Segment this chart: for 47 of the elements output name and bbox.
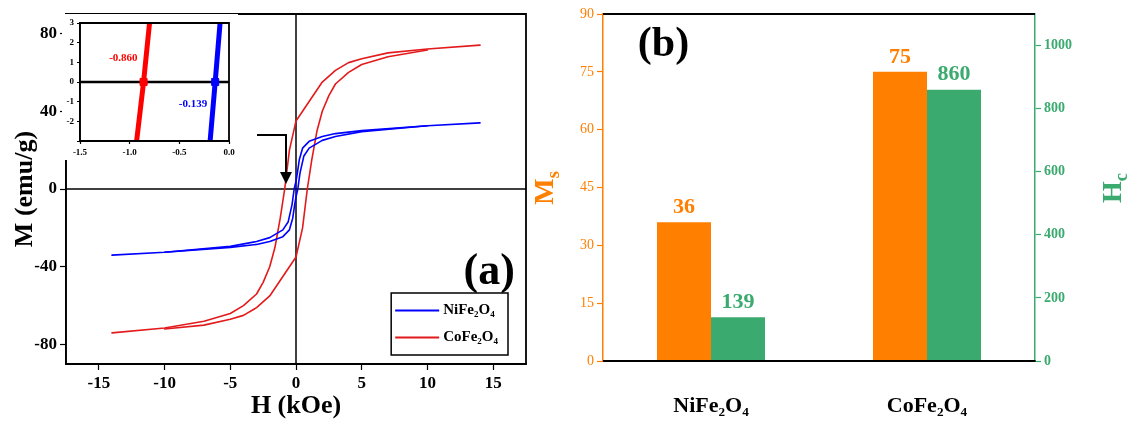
y2-tick-label: 200 (1044, 289, 1065, 305)
annotation: (a) (463, 245, 515, 295)
legend-label: NiFe₂O₄ (443, 301, 496, 318)
annotation: -0.860 (109, 50, 139, 63)
y-tick-label: 15 (580, 294, 594, 310)
legend-label: CoFe₂O₄ (443, 328, 499, 345)
y-tick-label: 90 (580, 5, 594, 21)
x-tick-label: -1.5 (72, 146, 88, 157)
y-tick-label: 40 (40, 100, 57, 120)
annotation: -0.139 (178, 96, 208, 109)
x-axis-title: H (kOe) (250, 390, 342, 420)
x-tick-label: 0 (291, 372, 301, 392)
y-tick-label: 60 (580, 121, 594, 137)
x-tick-label: 15 (484, 372, 502, 392)
x-tick-label: -1.0 (122, 146, 138, 157)
x-tick-label: -0.5 (172, 146, 187, 157)
y-tick-label: 0 (69, 76, 75, 87)
x-tick-label: 5 (357, 372, 366, 392)
data-label: 36 (673, 192, 695, 218)
x-tick-label: -5 (223, 372, 238, 392)
data-label: 139 (721, 287, 755, 313)
y-tick-label: -80 (34, 333, 57, 353)
y-tick-label: 30 (580, 237, 594, 253)
y-tick-label: -1 (66, 95, 75, 106)
x-tick-label: 10 (418, 372, 436, 392)
x-tick-label: 0.0 (223, 146, 236, 157)
y-axis-title: M (emu/g) (9, 130, 38, 248)
y-tick-label: 3 (69, 17, 75, 28)
y2-tick-label: 800 (1044, 100, 1065, 116)
y-tick-label: 0 (587, 352, 594, 368)
annotation: (b) (637, 19, 690, 67)
y2-tick-label: 400 (1044, 226, 1065, 242)
x-tick-label: -10 (153, 372, 176, 392)
y-tick-label: 2 (69, 36, 75, 47)
y2-tick-label: 1000 (1044, 37, 1072, 53)
y-tick-label: -40 (34, 256, 57, 276)
y-tick-label: 45 (580, 179, 594, 195)
y-tick-label: 80 (40, 22, 57, 42)
y-tick-label: -2 (66, 115, 75, 126)
y2-tick-label: 0 (1044, 352, 1051, 368)
x-tick-label: -15 (87, 372, 111, 392)
y-tick-label: 1 (69, 56, 75, 67)
y-tick-label: 0 (48, 178, 57, 198)
data-label: 860 (937, 60, 971, 86)
data-label: 75 (889, 42, 911, 68)
y-tick-label: 75 (580, 63, 594, 79)
y2-tick-label: 600 (1044, 163, 1065, 179)
